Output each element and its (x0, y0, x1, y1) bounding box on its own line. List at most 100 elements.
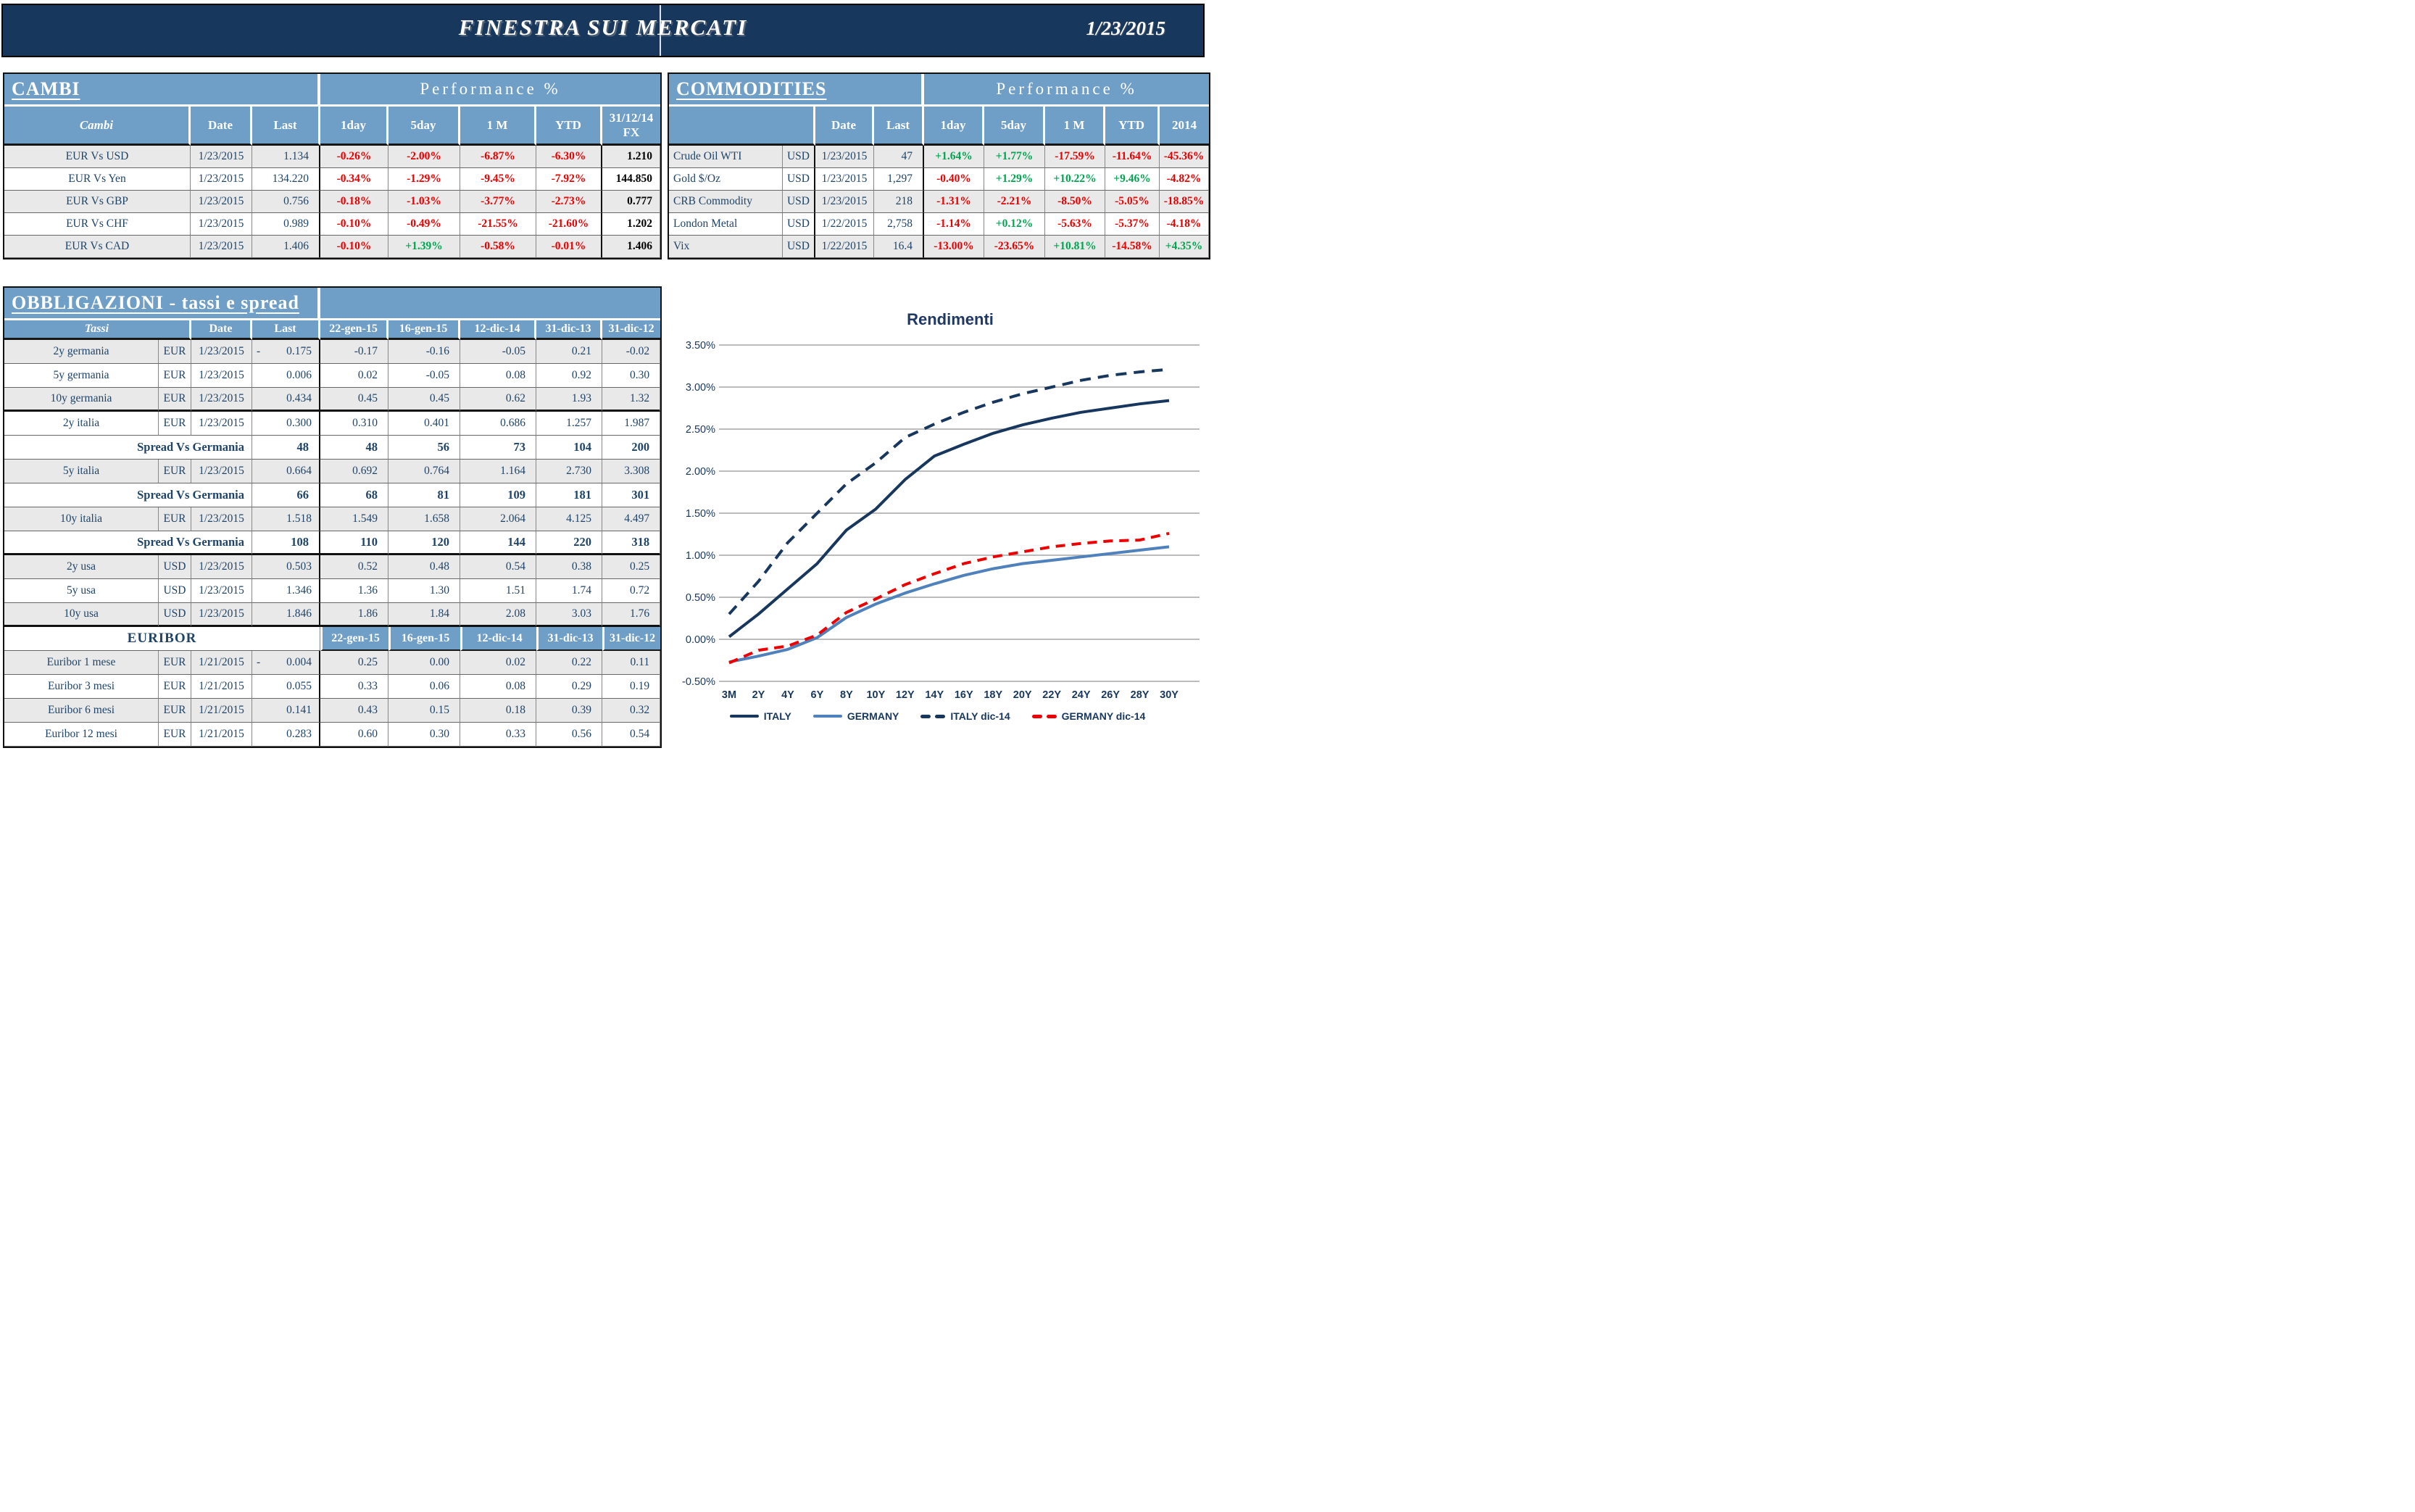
header-divider (660, 5, 661, 56)
cell-perf: -18.85% (1160, 191, 1210, 213)
cell-date: 1/21/2015 (191, 651, 252, 675)
cell-last: - 0.175 (252, 340, 321, 364)
cell-perf: -0.10% (320, 236, 389, 258)
spread-label: Spread Vs Germania (4, 531, 252, 555)
cell-currency: EUR (159, 412, 191, 436)
cell-value: 1.658 (388, 507, 461, 531)
col-last: Last (252, 320, 321, 340)
cell-perf: -0.58% (460, 236, 537, 258)
cell-value: 0.18 (460, 699, 537, 723)
cell-date: 1/23/2015 (191, 507, 252, 531)
cell-pair-name: EUR Vs CAD (4, 236, 191, 258)
cell-value: 4.497 (602, 507, 661, 531)
cell-last: 48 (252, 436, 321, 460)
cell-tenor-name: 5y germania (4, 364, 159, 388)
y-axis-label: 3.00% (686, 382, 715, 394)
cell-last: 0.141 (252, 699, 321, 723)
x-axis-label: 16Y (955, 689, 973, 701)
y-axis-label: 0.00% (686, 634, 715, 646)
cell-value: 0.08 (460, 675, 537, 699)
legend-line (729, 715, 759, 718)
cell-value: 301 (602, 483, 661, 507)
cell-value: -0.05 (388, 364, 461, 388)
euribor-date-header: 22-gen-15 (320, 627, 389, 651)
cambi-row: EUR Vs CHF 1/23/2015 0.989 -0.10% -0.49% -21.… (4, 213, 661, 236)
x-axis-label: 8Y (840, 689, 853, 701)
cell-last: 2,758 (874, 213, 925, 236)
cell-value: 1.51 (460, 579, 537, 603)
cell-value: 1.86 (320, 603, 389, 627)
cambi-row: EUR Vs USD 1/23/2015 1.134 -0.26% -2.00% -6.8… (4, 146, 661, 168)
commodities-section-header-row: COMMODITIES Performance % (669, 74, 1210, 107)
cell-value: 1.93 (536, 388, 603, 412)
last-value: 1.346 (286, 584, 312, 597)
col-31dic12: 31-dic-12 (602, 320, 661, 340)
cell-perf: -1.03% (388, 191, 461, 213)
cell-value: 0.45 (320, 388, 389, 412)
cell-value: -0.05 (460, 340, 537, 364)
last-value-pair: 0.283 (257, 728, 312, 741)
legend-item: GERMANY dic-14 (1031, 710, 1145, 722)
commodities-section-title: COMMODITIES (676, 78, 827, 99)
last-value-pair: 1.846 (257, 607, 312, 620)
y-axis-label: 2.50% (686, 424, 715, 436)
legend-label: ITALY (763, 710, 791, 722)
last-value: 0.006 (286, 369, 312, 381)
cell-value: 73 (460, 436, 537, 460)
cell-value: 0.764 (388, 460, 461, 483)
cell-last: 0.283 (252, 723, 321, 747)
last-value-pair: 0.141 (257, 704, 312, 717)
y-axis-label: 3.50% (686, 340, 715, 352)
cell-date: 1/23/2015 (191, 603, 252, 627)
spread-row: Spread Vs Germania 108 110 120 144 220 318 (4, 531, 661, 555)
cell-last: 1.518 (252, 507, 321, 531)
cell-currency: USD (783, 168, 815, 191)
table-row: Euribor 3 mesi EUR 1/21/2015 0.055 0.33 0.06 0… (4, 675, 661, 699)
cell-perf: -5.37% (1105, 213, 1160, 236)
last-value-pair: 0.503 (257, 560, 312, 573)
table-row: Euribor 6 mesi EUR 1/21/2015 0.141 0.43 0.15 0… (4, 699, 661, 723)
cell-value: 0.38 (536, 555, 603, 579)
last-value-pair: 0.664 (257, 465, 312, 478)
cell-currency: USD (159, 579, 191, 603)
cell-value: 1.257 (536, 412, 603, 436)
cell-date: 1/23/2015 (191, 191, 252, 213)
cell-value: 120 (388, 531, 461, 555)
col-1day: 1day (320, 107, 389, 146)
chart-title: Rendimenti (907, 310, 994, 328)
cell-commodity-name: Crude Oil WTI (669, 146, 783, 168)
commodities-section-title-cell: COMMODITIES (669, 74, 925, 107)
cell-last: 1.134 (252, 146, 321, 168)
cell-currency: EUR (159, 651, 191, 675)
table-row: 2y germania EUR 1/23/2015-0.175 -0.17 -0.16-… (4, 340, 661, 364)
cell-last: 1.406 (252, 236, 321, 258)
cell-perf: -5.05% (1105, 191, 1160, 213)
table-row: 5y usa USD 1/23/2015 1.346 1.36 1.30 1.51 1.74 0… (4, 579, 661, 603)
legend-line (812, 715, 842, 718)
legend-dash (920, 714, 931, 718)
cell-perf: -1.29% (388, 168, 461, 191)
cell-currency: EUR (159, 340, 191, 364)
commodity-row: Gold $/Oz USD 1/23/2015 1,297 -0.40% +1.29% +1… (669, 168, 1210, 191)
cell-date: 1/23/2015 (815, 168, 874, 191)
cell-currency: EUR (159, 460, 191, 483)
cell-value: 110 (320, 531, 389, 555)
cell-date: 1/22/2015 (815, 213, 874, 236)
x-axis-label: 14Y (925, 689, 944, 701)
cell-perf: -4.82% (1160, 168, 1210, 191)
euribor-date-header: 12-dic-14 (460, 627, 537, 651)
y-axis-label: 1.50% (686, 508, 715, 520)
cell-value: 68 (320, 483, 389, 507)
cambi-section-title-cell: CAMBI (4, 74, 321, 107)
cell-perf: +1.64% (924, 146, 985, 168)
x-axis-label: 24Y (1072, 689, 1091, 701)
table-row: Euribor 12 mesi EUR 1/21/2015 0.283 0.60 0.30… (4, 723, 661, 747)
cell-perf: -3.77% (460, 191, 537, 213)
cell-currency: USD (783, 236, 815, 258)
cell-value: 0.56 (536, 723, 603, 747)
cell-value: 0.02 (320, 364, 389, 388)
cell-date: 1/23/2015 (191, 555, 252, 579)
col-date: Date (191, 107, 252, 146)
cell-last: 0.300 (252, 412, 321, 436)
legend-dash (1046, 714, 1057, 718)
